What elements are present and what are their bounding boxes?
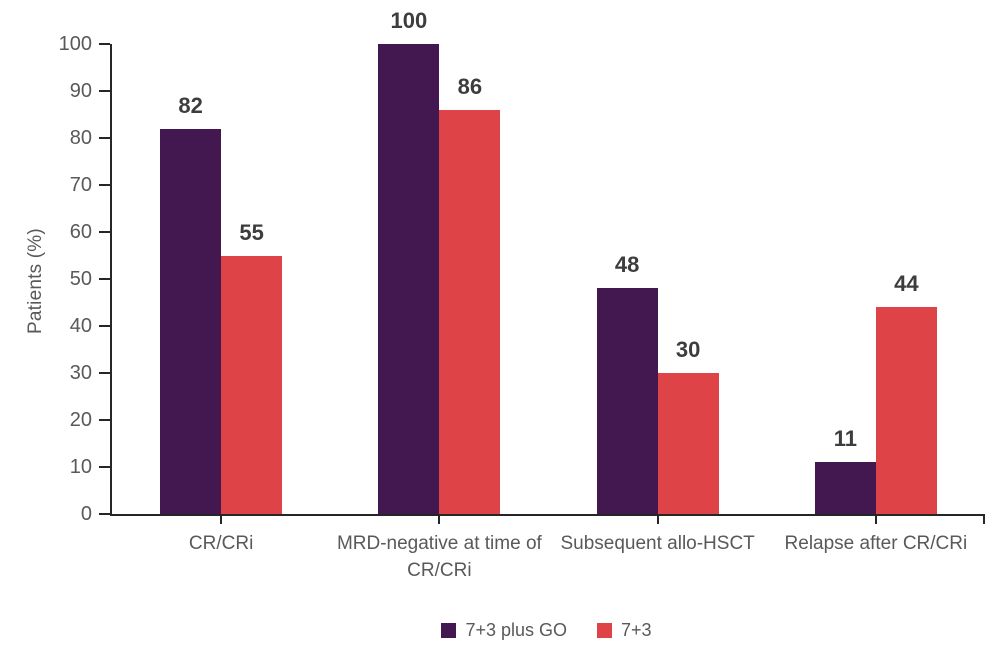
x-axis-tick	[656, 514, 659, 524]
legend-label: 7+3 plus GO	[465, 619, 567, 640]
bar-value-label: 100	[390, 8, 428, 33]
bar-7+3-plus-go	[814, 462, 876, 514]
x-axis-tick	[438, 514, 441, 524]
y-axis-tick	[99, 184, 110, 186]
bar-value-label: 82	[178, 92, 203, 118]
y-axis-tick	[99, 372, 110, 374]
x-axis-tick	[220, 514, 223, 524]
bar-value-label: 55	[239, 219, 264, 245]
bar-7+3	[657, 373, 719, 514]
bar-7+3-plus-go	[596, 288, 658, 514]
y-axis-tick-label: 50	[69, 268, 92, 290]
bar-value-label: 11	[833, 426, 857, 452]
y-axis-tick-label: 0	[80, 503, 92, 525]
y-axis-tick	[99, 466, 110, 468]
bar-value-label: 86	[457, 73, 483, 99]
x-axis-category-label: CR/CRi	[188, 533, 254, 554]
y-axis-tick-label: 60	[69, 221, 92, 243]
x-axis-category-label: Relapse after CR/CRi	[784, 533, 968, 554]
y-axis-tick	[99, 137, 110, 139]
y-axis-tick-label: 70	[69, 174, 92, 196]
bar-7+3-plus-go	[378, 44, 440, 514]
y-axis-tick-label: 90	[69, 80, 92, 102]
legend-item: 7+3	[597, 620, 652, 641]
bar-7+3	[221, 255, 283, 514]
x-axis-tick	[874, 514, 877, 524]
y-axis-tick	[99, 43, 110, 45]
y-axis-tick	[99, 231, 110, 233]
y-axis-tick	[99, 90, 110, 92]
bar-value-label: 44	[894, 271, 919, 297]
bar-7+3	[875, 307, 937, 514]
y-axis-tick	[99, 278, 110, 280]
y-axis-tick-label: 80	[69, 127, 92, 149]
y-axis-tick-label: 100	[58, 33, 92, 55]
legend-swatch-icon	[597, 622, 612, 638]
legend: 7+3 plus GO 7+3	[110, 614, 983, 646]
legend-item: 7+3 plus GO	[441, 620, 567, 641]
bar-7+3-plus-go	[160, 128, 222, 514]
y-axis-tick-label: 30	[69, 362, 92, 384]
y-axis-tick-label: 10	[69, 456, 92, 478]
bar-7+3	[439, 109, 501, 514]
plot-area: 0 10 20 30 40 50 60 70 80 90 100 82 55 CR/CRi 100 86 MRD…	[59, 8, 985, 581]
y-axis-tick	[99, 419, 110, 421]
x-axis-end-tick	[983, 514, 985, 524]
legend-label: 7+3	[621, 619, 652, 640]
x-axis-category-label: MRD-negative at time of CR/CRi	[336, 533, 542, 581]
y-axis-tick	[99, 513, 110, 515]
bar-value-label: 30	[675, 337, 701, 362]
x-axis-category-label: Subsequent allo-HSCT	[560, 533, 755, 554]
legend-swatch-icon	[441, 622, 457, 638]
y-axis-tick	[99, 325, 110, 327]
y-axis-tick-label: 20	[69, 409, 92, 431]
y-axis-tick-label: 40	[69, 315, 92, 337]
bar-value-label: 48	[614, 252, 640, 278]
